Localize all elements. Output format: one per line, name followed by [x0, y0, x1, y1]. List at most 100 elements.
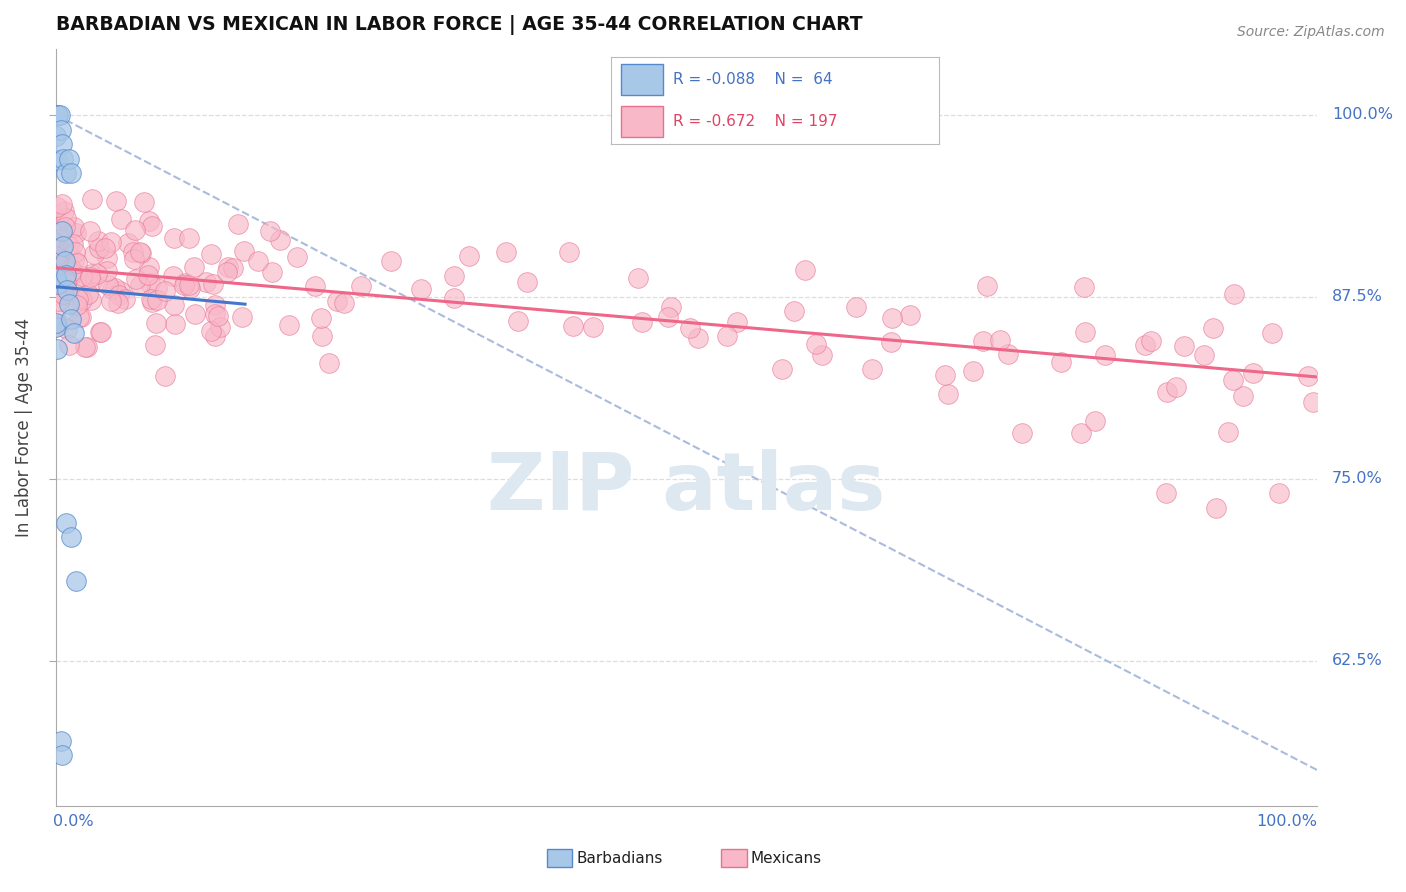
- Point: [60, 268, 83, 282]
- Point: [122, 245, 145, 260]
- Point: [146, 281, 169, 295]
- Point: [141, 219, 163, 234]
- Point: [1205, 500, 1227, 515]
- Point: [51, 748, 73, 763]
- Point: [516, 275, 538, 289]
- Text: BARBADIAN VS MEXICAN IN LABOR FORCE | AGE 35-44 CORRELATION CHART: BARBADIAN VS MEXICAN IN LABOR FORCE | AG…: [56, 15, 862, 35]
- Point: [53, 271, 76, 285]
- Point: [202, 277, 225, 291]
- Point: [1192, 348, 1215, 362]
- Point: [49, 122, 72, 136]
- Point: [1084, 414, 1107, 428]
- Point: [45, 316, 67, 330]
- Point: [59, 262, 82, 277]
- Point: [52, 239, 75, 253]
- Point: [1241, 366, 1264, 380]
- Point: [204, 328, 226, 343]
- Point: [62, 237, 84, 252]
- Point: [200, 324, 222, 338]
- Point: [1140, 334, 1163, 348]
- Point: [716, 329, 738, 343]
- Point: [179, 277, 201, 292]
- Point: [104, 281, 127, 295]
- Point: [309, 310, 332, 325]
- Point: [79, 269, 101, 284]
- Point: [686, 331, 709, 345]
- Point: [326, 293, 349, 308]
- Point: [45, 129, 67, 144]
- Point: [1216, 425, 1239, 439]
- Point: [145, 317, 167, 331]
- Point: [163, 298, 186, 312]
- Point: [1302, 395, 1324, 409]
- Point: [558, 245, 581, 260]
- Point: [45, 219, 67, 234]
- Point: [52, 277, 75, 291]
- Point: [222, 261, 245, 276]
- Point: [45, 319, 67, 334]
- Point: [269, 233, 291, 247]
- Point: [443, 268, 465, 283]
- Point: [409, 282, 432, 296]
- Point: [65, 244, 87, 259]
- Point: [209, 319, 232, 334]
- Point: [49, 734, 72, 748]
- Point: [183, 307, 205, 321]
- Point: [110, 284, 132, 298]
- Point: [48, 108, 70, 122]
- Point: [48, 294, 70, 309]
- Point: [46, 153, 69, 167]
- Point: [60, 166, 83, 180]
- Point: [79, 293, 101, 308]
- Point: [65, 226, 87, 240]
- Point: [659, 300, 682, 314]
- Point: [318, 356, 340, 370]
- Point: [65, 273, 87, 287]
- Point: [51, 252, 73, 267]
- Point: [70, 293, 93, 308]
- Point: [136, 268, 159, 282]
- Point: [101, 282, 124, 296]
- Point: [1164, 380, 1187, 394]
- Point: [52, 152, 75, 166]
- Point: [304, 278, 326, 293]
- Point: [988, 333, 1011, 347]
- Text: 62.5%: 62.5%: [1331, 653, 1384, 668]
- Point: [783, 303, 806, 318]
- Point: [183, 260, 205, 274]
- Point: [174, 276, 197, 290]
- Point: [1202, 320, 1225, 334]
- Point: [138, 260, 160, 274]
- Point: [1073, 280, 1095, 294]
- Point: [56, 287, 79, 301]
- Point: [900, 308, 922, 322]
- Text: 100.0%: 100.0%: [1331, 107, 1393, 122]
- Point: [46, 108, 69, 122]
- Point: [60, 264, 83, 278]
- Point: [66, 292, 89, 306]
- Point: [1133, 338, 1156, 352]
- Point: [141, 294, 163, 309]
- Point: [53, 204, 76, 219]
- Point: [87, 241, 110, 255]
- Point: [204, 307, 226, 321]
- Point: [53, 264, 76, 278]
- Point: [58, 152, 80, 166]
- Point: [350, 279, 373, 293]
- Point: [217, 260, 239, 274]
- Point: [458, 249, 481, 263]
- Text: Mexicans: Mexicans: [751, 851, 823, 865]
- Point: [114, 292, 136, 306]
- Point: [1011, 425, 1033, 440]
- Point: [48, 318, 70, 332]
- Point: [58, 297, 80, 311]
- Point: [76, 341, 98, 355]
- Point: [1070, 425, 1092, 440]
- Point: [804, 337, 827, 351]
- Point: [110, 212, 132, 227]
- Text: Source: ZipAtlas.com: Source: ZipAtlas.com: [1237, 25, 1385, 39]
- Point: [45, 200, 67, 214]
- Point: [1261, 326, 1284, 341]
- Text: 75.0%: 75.0%: [1331, 471, 1384, 486]
- Point: [55, 275, 77, 289]
